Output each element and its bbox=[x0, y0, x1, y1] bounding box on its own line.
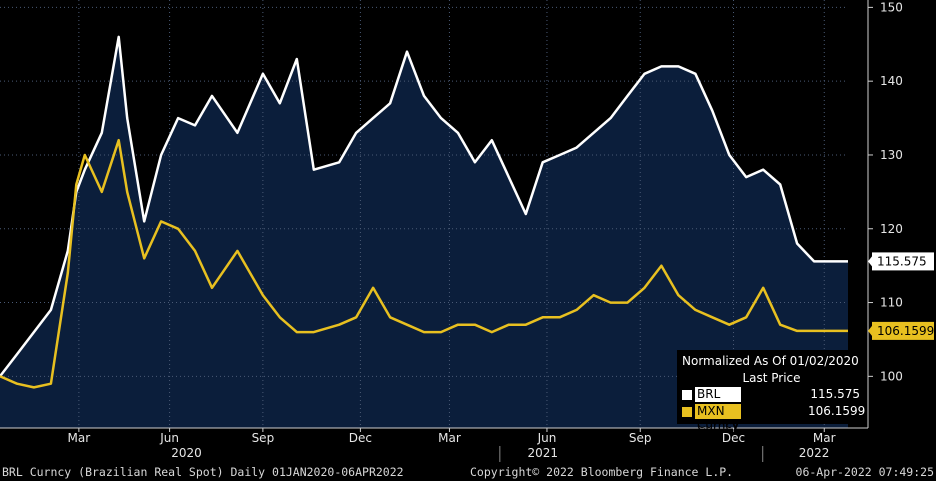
legend-value-brl: 115.575 bbox=[810, 387, 860, 401]
last-price-tag-mxn-text: 106.1599 bbox=[877, 324, 934, 338]
footer-right: 06-Apr-2022 07:49:25 bbox=[795, 465, 934, 479]
x-month-label: Dec bbox=[349, 431, 372, 445]
legend-swatch-brl bbox=[682, 390, 692, 400]
last-price-tag-mxn-bg bbox=[872, 321, 934, 340]
footer-center: Copyright© 2022 Bloomberg Finance L.P. bbox=[470, 465, 734, 479]
footer-left: BRL Curncy (Brazilian Real Spot) Daily 0… bbox=[2, 465, 404, 479]
last-price-tag-brl-bg bbox=[872, 252, 934, 271]
x-year-label: 2020 bbox=[171, 446, 202, 460]
series-line-brl bbox=[0, 35, 848, 378]
series-line-mxn bbox=[0, 138, 848, 389]
x-month-label: Jun bbox=[537, 431, 557, 445]
legend-name-brl: BRL BGN Curncy bbox=[695, 387, 742, 431]
last-price-tag-mxn: 106.1599 bbox=[868, 321, 934, 340]
x-month-label: Sep bbox=[629, 431, 652, 445]
x-month-label: Jun bbox=[159, 431, 179, 445]
last-price-tag-brl: 115.575 bbox=[868, 252, 934, 271]
y-tick-label: 100 bbox=[880, 369, 903, 383]
y-tick-label: 140 bbox=[880, 74, 903, 88]
area-fill bbox=[0, 36, 848, 429]
y-tick-label: 120 bbox=[880, 222, 903, 236]
footer-bar bbox=[0, 462, 936, 481]
x-month-label: Sep bbox=[252, 431, 275, 445]
y-tick-label: 150 bbox=[880, 0, 903, 14]
x-year-label: 2022 bbox=[799, 446, 830, 460]
y-tick-label: 110 bbox=[880, 296, 903, 310]
last-price-tag-mxn-pointer bbox=[868, 325, 872, 336]
legend-header: Normalized As Of 01/02/2020 bbox=[682, 354, 859, 368]
legend-name-mxn: MXN Curncy bbox=[695, 404, 742, 433]
chart-canvas: 100 110 120 130 140 150 Mar Jun Sep Dec Mar Jun Sep D… bbox=[0, 0, 934, 462]
legend-value-mxn: 106.1599 bbox=[808, 404, 866, 418]
last-price-tag-brl-pointer bbox=[868, 256, 872, 267]
legend-subheader: Last Price bbox=[742, 371, 801, 385]
y-tick-label: 130 bbox=[880, 148, 903, 162]
x-month-label: Mar bbox=[438, 431, 461, 445]
x-month-label: Mar bbox=[68, 431, 91, 445]
legend: Normalized As Of 01/02/2020 Last Price B… bbox=[677, 350, 866, 433]
legend-swatch-mxn bbox=[682, 407, 692, 417]
x-month-label: Dec bbox=[722, 431, 745, 445]
x-year-label: 2021 bbox=[527, 446, 558, 460]
last-price-tag-brl-text: 115.575 bbox=[877, 254, 927, 268]
x-month-label: Mar bbox=[813, 431, 836, 445]
